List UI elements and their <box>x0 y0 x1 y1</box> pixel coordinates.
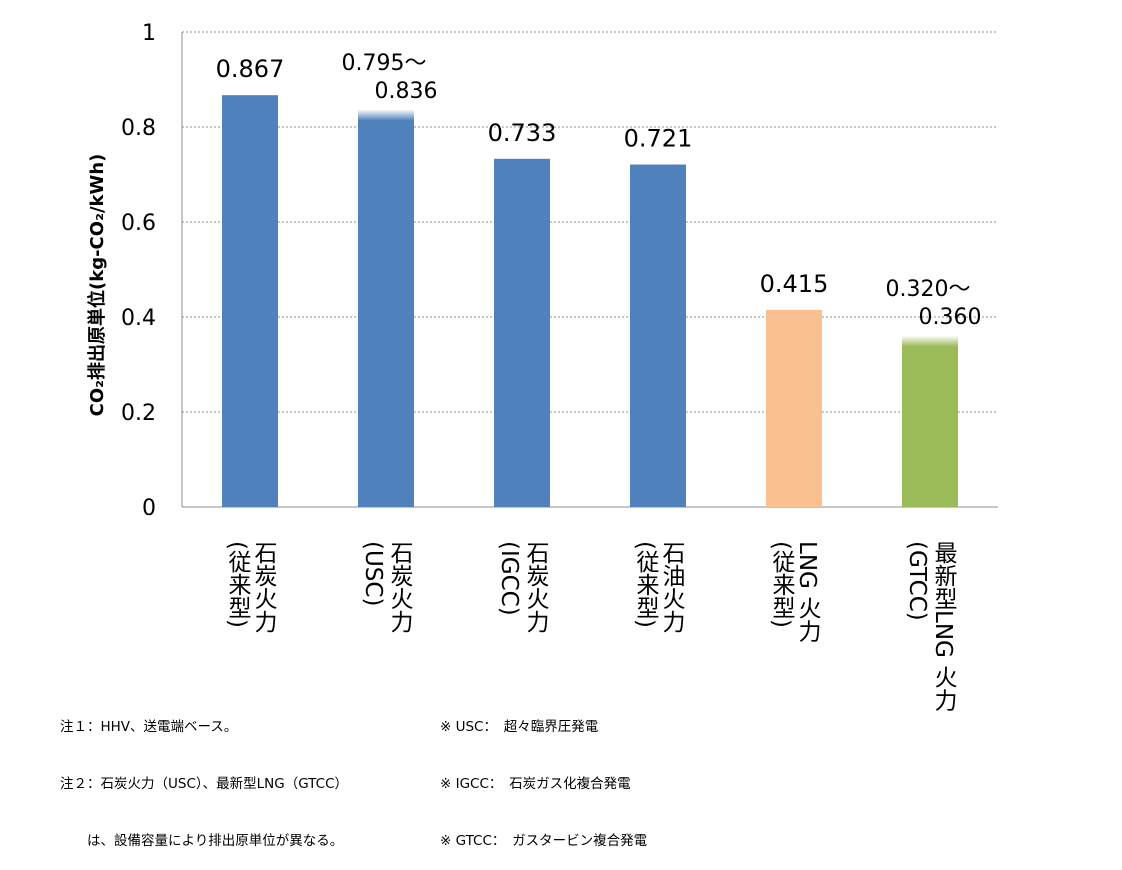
y-tick-label: 0 <box>142 496 156 521</box>
y-tick-label: 0.8 <box>121 116 156 141</box>
data-label: 0.733 <box>488 119 557 147</box>
data-label: 0.721 <box>624 125 693 153</box>
x-category-label: 石炭火力 (IGCC) <box>496 541 548 633</box>
bar <box>494 158 550 507</box>
data-labels: 0.867 0.795～ 0.836 0.733 0.721 0.415 0.320～ 0.3… <box>216 51 982 330</box>
y-axis-label: CO₂排出原単位(kg-CO₂/kWh) <box>86 154 108 417</box>
data-label: 0.836 <box>375 79 438 104</box>
notes-left: 注１：HHV、送電端ベース。 注２：石炭火力（USC）、最新型LNG（GTCC）… <box>60 680 348 870</box>
x-category-label: LNG 火力 (従来型) <box>768 541 820 643</box>
y-tick-label: 1 <box>142 21 156 46</box>
note-line: は、設備容量により排出原単位が異なる。 <box>60 833 344 849</box>
y-tick-label: 0.6 <box>121 211 156 236</box>
note-line: ※ USC： 超々臨界圧発電 <box>440 719 599 735</box>
y-tick-label: 0.2 <box>121 401 156 426</box>
gridlines <box>182 31 998 413</box>
note-line: 注２：石炭火力（USC）、最新型LNG（GTCC） <box>60 776 348 792</box>
axes: 0 0.2 0.4 0.6 0.8 1 <box>121 21 998 521</box>
bar <box>630 164 686 507</box>
bar <box>766 309 822 507</box>
x-category-label: 石油火力 (従来型) <box>632 541 684 633</box>
data-label: 0.795～ <box>342 51 427 76</box>
x-category-label: 石炭火力 (従来型) <box>224 541 276 633</box>
data-label: 0.320～ <box>886 277 971 302</box>
note-line: ※ GTCC： ガスタービン複合発電 <box>440 833 648 849</box>
bar <box>358 109 414 508</box>
x-category-label: 最新型LNG 火力 (GTCC) <box>904 541 956 712</box>
data-label: 0.415 <box>760 270 829 298</box>
bar <box>222 95 278 508</box>
y-tick-label: 0.4 <box>121 306 156 331</box>
data-label: 0.360 <box>919 305 982 330</box>
bars <box>222 95 958 508</box>
x-category-label: 石炭火力 (USC) <box>360 541 412 633</box>
bar-chart: 0 0.2 0.4 0.6 0.8 1 0.867 0.795～ 0.836 0.733 0.72… <box>86 21 998 521</box>
bar <box>902 336 958 507</box>
note-line: ※ IGCC： 石炭ガス化複合発電 <box>440 776 631 792</box>
data-label: 0.867 <box>216 55 285 83</box>
notes-right: ※ USC： 超々臨界圧発電 ※ IGCC： 石炭ガス化複合発電 ※ GTCC：… <box>440 680 647 870</box>
note-line: 注１：HHV、送電端ベース。 <box>60 719 238 735</box>
